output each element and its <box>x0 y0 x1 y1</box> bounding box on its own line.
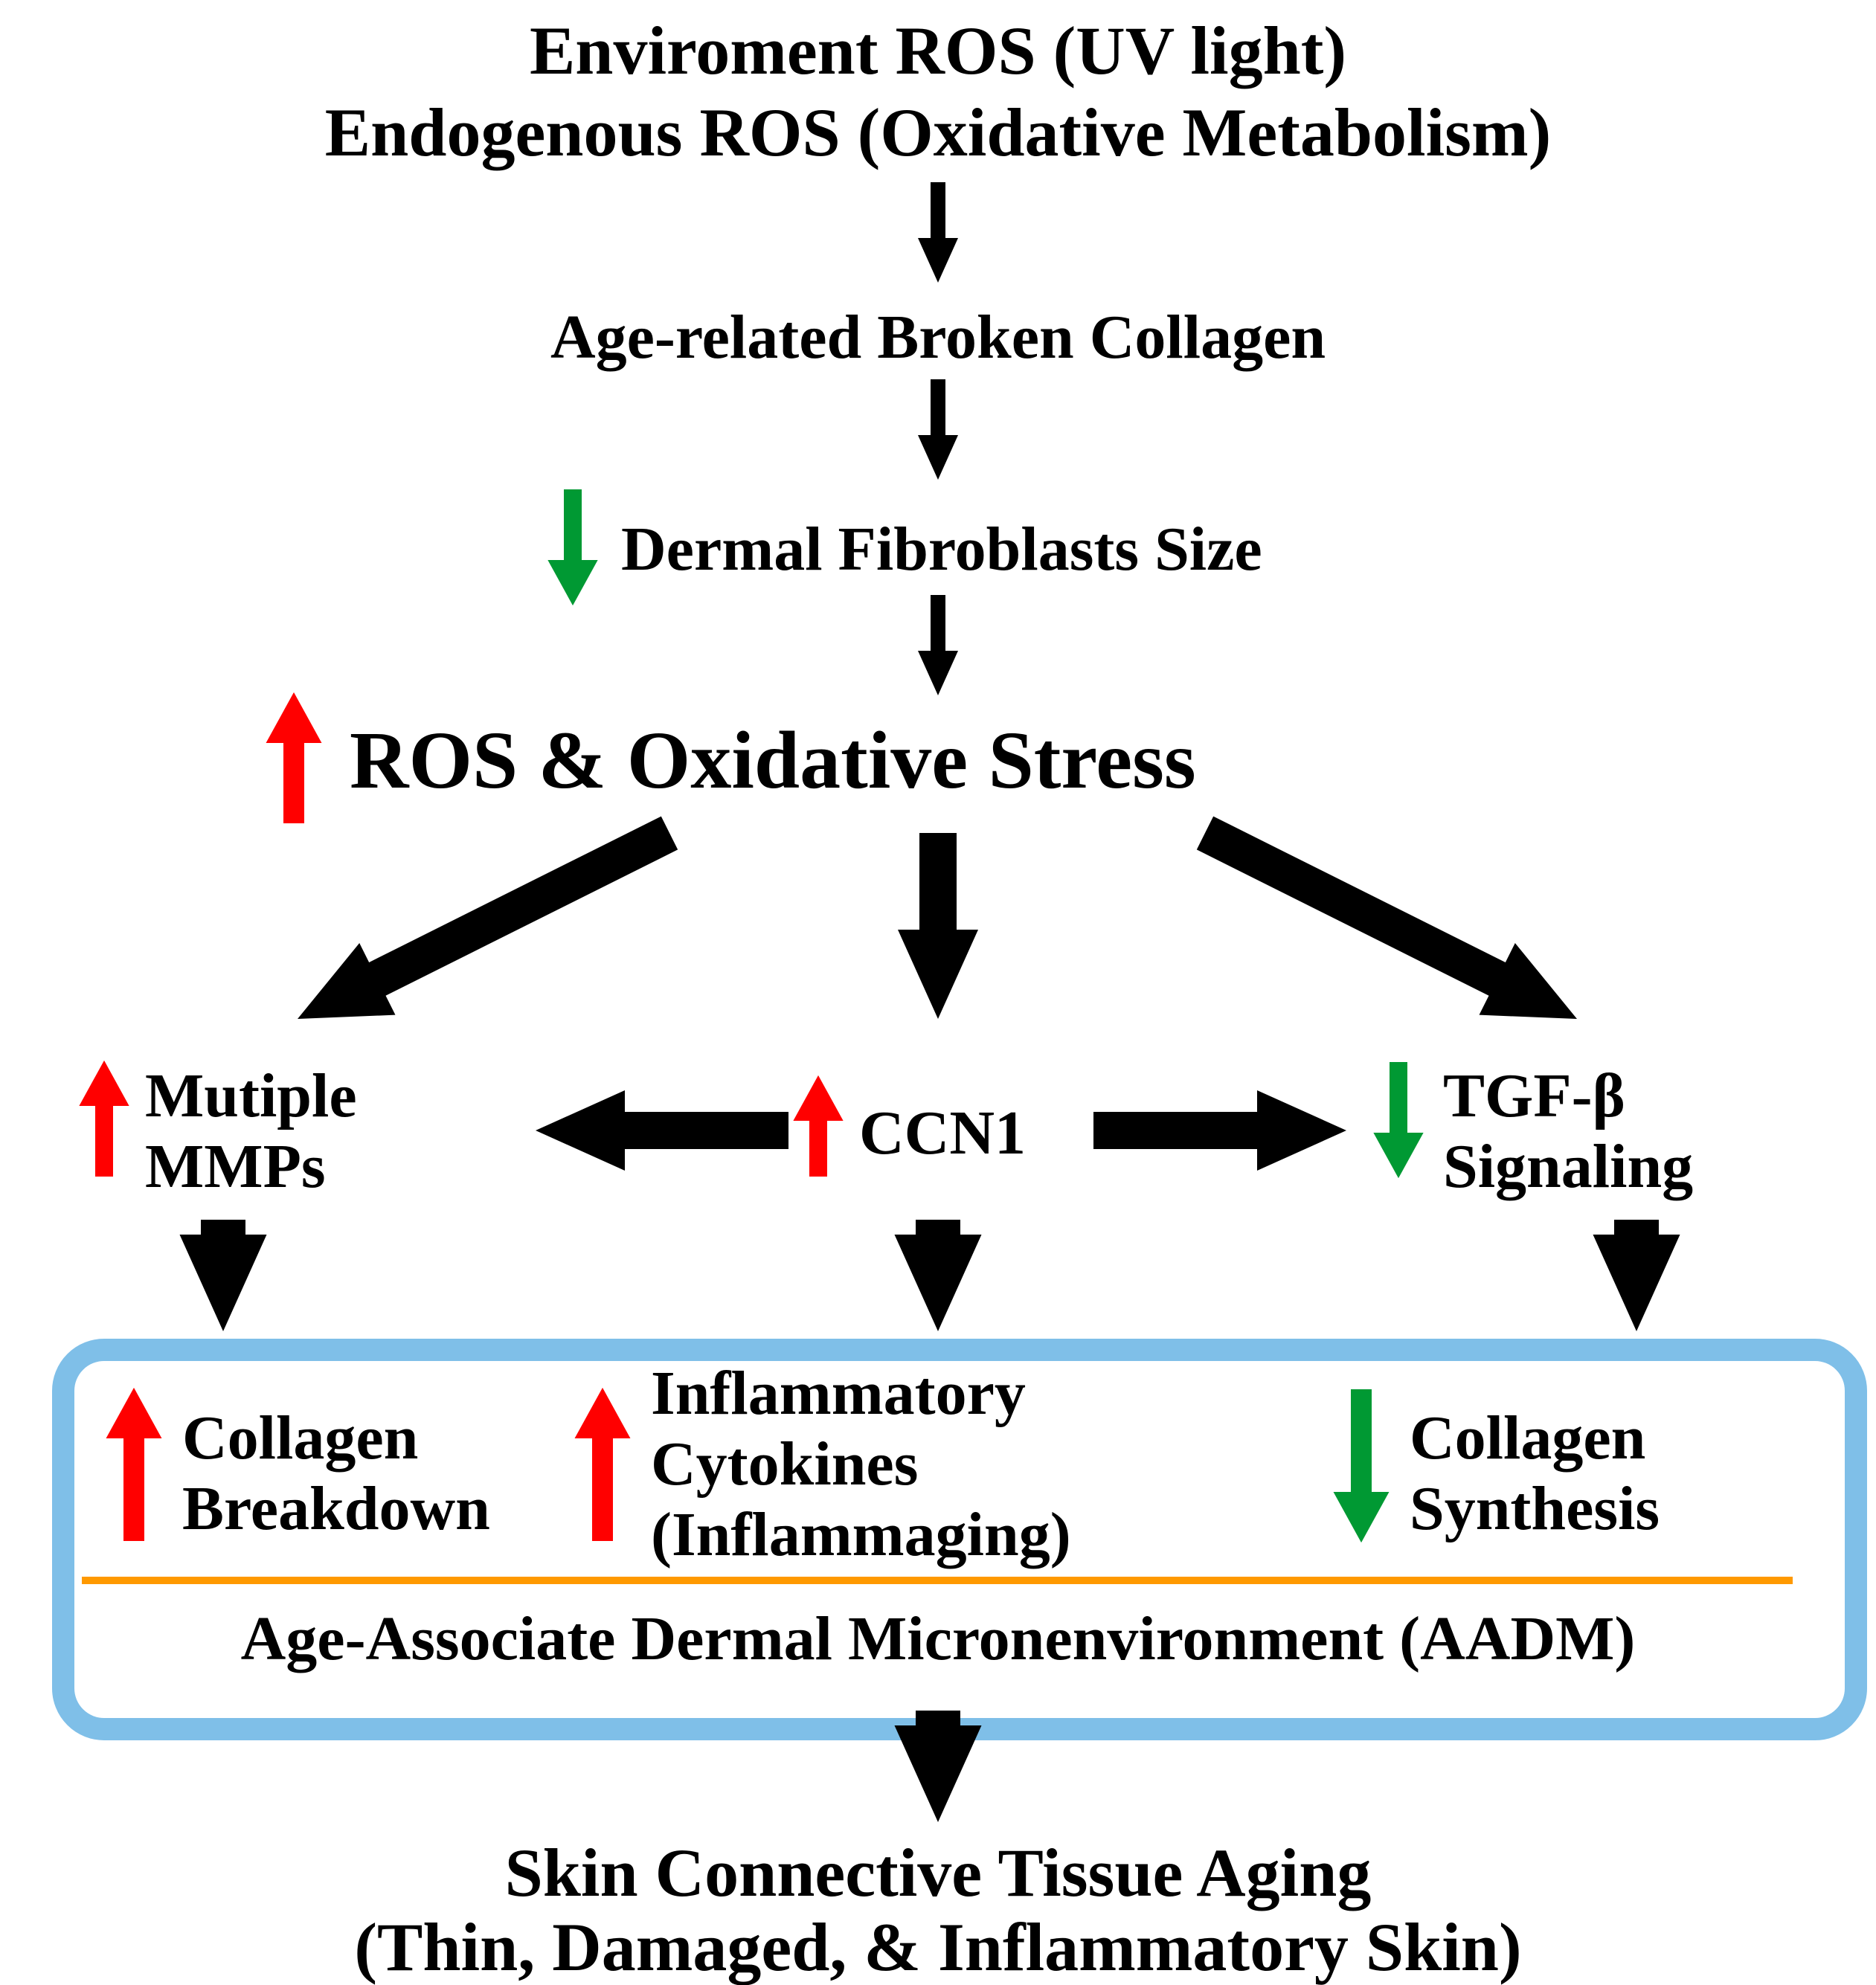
flow-arrow-a2 <box>918 379 958 480</box>
indicator-arrow-ind_fib <box>550 491 596 602</box>
flow-arrow-b_left <box>298 817 678 1019</box>
indicator-arrow-ind_collbreak <box>109 1391 159 1540</box>
indicator-arrow-ind_mmps <box>82 1064 127 1175</box>
arrows-layer <box>0 0 1876 1971</box>
flow-arrow-ccn_right <box>1093 1090 1346 1171</box>
indicator-arrow-ind_ccn1 <box>796 1078 841 1175</box>
flow-arrow-ccn_left <box>536 1090 788 1171</box>
flow-arrow-b_mid <box>898 833 978 1019</box>
flow-arrow-b_right <box>1197 817 1577 1019</box>
indicator-arrow-ind_tgf <box>1376 1064 1422 1175</box>
indicator-arrow-ind_ros <box>269 695 319 822</box>
flow-arrow-c_left <box>180 1220 267 1331</box>
flow-arrow-a1 <box>918 182 958 283</box>
indicator-arrow-ind_collsyn <box>1336 1391 1387 1540</box>
indicator-arrow-ind_inflam <box>577 1391 628 1540</box>
flow-arrow-d_out <box>895 1711 982 1822</box>
diagram-stage: Enviroment ROS (UV light) Endogenous ROS… <box>0 0 1876 1971</box>
flow-arrow-a3 <box>918 595 958 695</box>
flow-arrow-c_mid <box>895 1220 982 1331</box>
flow-arrow-c_right <box>1593 1220 1680 1331</box>
